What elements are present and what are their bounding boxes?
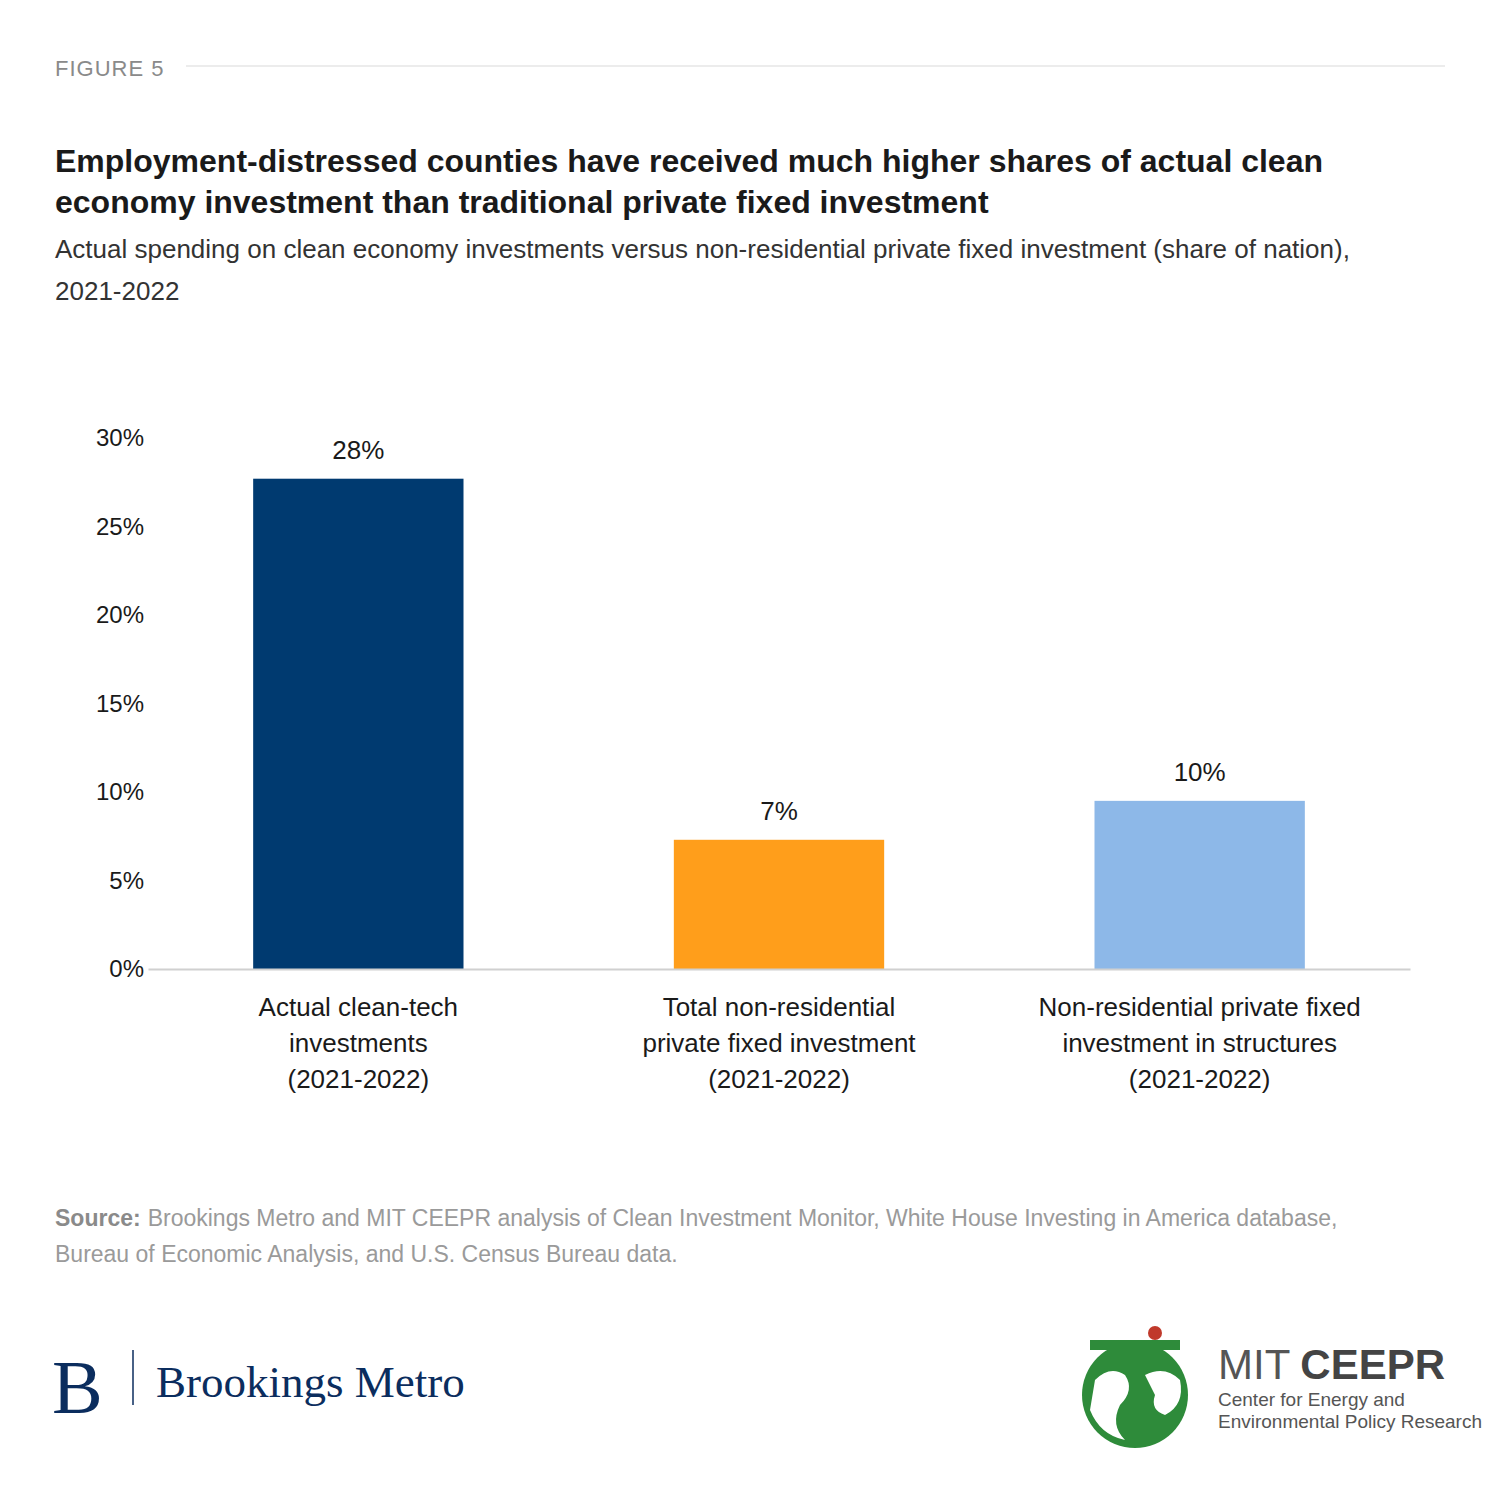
y-axis: 0% 5% 10% 15% 20% 25% 30% xyxy=(96,424,149,982)
x-tick-label-line: investments xyxy=(289,1028,428,1058)
x-tick-label-line: investment in structures xyxy=(1062,1028,1337,1058)
y-tick-label: 5% xyxy=(109,867,144,894)
x-tick-label-line: Actual clean-tech xyxy=(259,992,458,1022)
brand-right-tagline: Center for Energy and xyxy=(1218,1389,1405,1410)
x-tick: Actual clean-tech investments (2021-2022) xyxy=(259,969,458,1094)
brand-right-name: CEEPR xyxy=(1300,1341,1445,1388)
figure-label: FIGURE 5 xyxy=(55,56,164,81)
x-tick-label: Total non-residential private fixed inves… xyxy=(642,992,916,1094)
data-labels: 28% 7% 10% xyxy=(332,435,1225,826)
y-tick-label: 25% xyxy=(96,513,144,540)
x-tick-label-line: Total non-residential xyxy=(663,992,896,1022)
brand-right: MITCEEPR xyxy=(1218,1341,1445,1388)
data-label: 10% xyxy=(1174,757,1226,787)
x-tick: Total non-residential private fixed inves… xyxy=(642,969,916,1094)
data-label: 28% xyxy=(332,435,384,465)
y-tick-label: 20% xyxy=(96,601,144,628)
brand-left: Brookings Metro xyxy=(156,1357,465,1407)
brand-right-prefix: MIT xyxy=(1218,1341,1290,1388)
y-tick: 0% xyxy=(109,955,148,982)
icon-globe xyxy=(1082,1342,1188,1448)
bar xyxy=(674,840,884,969)
x-tick-label-line: (2021-2022) xyxy=(288,1064,430,1094)
bar xyxy=(1095,801,1305,969)
y-tick: 25% xyxy=(96,513,148,540)
y-tick: 30% xyxy=(96,424,148,451)
brand-initial: B xyxy=(52,1345,103,1429)
background xyxy=(0,0,1500,1501)
subtitle: Actual spending on clean economy investm… xyxy=(55,234,1350,306)
y-tick: 5% xyxy=(109,867,148,894)
bar xyxy=(253,479,463,969)
y-tick: 20% xyxy=(96,601,148,628)
source-label: Source: xyxy=(55,1205,141,1231)
icon-sun xyxy=(1148,1326,1162,1340)
chart-root: FIGURE 5 Employment-distressed counties h… xyxy=(0,0,1500,1501)
text-line: Brookings Metro and MIT CEEPR analysis o… xyxy=(148,1205,1338,1231)
x-tick-label: Actual clean-tech investments (2021-2022) xyxy=(259,992,458,1094)
x-tick-label: Non-residential private fixed investment … xyxy=(1039,992,1361,1094)
x-tick-label-line: (2021-2022) xyxy=(1129,1064,1271,1094)
text-line: Actual spending on clean economy investm… xyxy=(55,234,1350,264)
x-tick-label-line: Non-residential private fixed xyxy=(1039,992,1361,1022)
brand-divider xyxy=(132,1350,134,1405)
x-tick: Non-residential private fixed investment … xyxy=(1039,969,1361,1094)
source: Source: Brookings Metro and MIT CEEPR ana… xyxy=(55,1205,1337,1267)
x-tick-label-line: private fixed investment xyxy=(642,1028,916,1058)
y-tick-label: 30% xyxy=(96,424,144,451)
y-tick-label: 10% xyxy=(96,778,144,805)
y-tick-label: 15% xyxy=(96,690,144,717)
data-label: 7% xyxy=(760,796,798,826)
y-tick: 15% xyxy=(96,690,148,717)
y-axis-line xyxy=(148,439,149,970)
x-tick-label-line: (2021-2022) xyxy=(708,1064,850,1094)
figure-rule xyxy=(186,66,1445,67)
x-axis: Actual clean-techinvestments(2021-2022)T… xyxy=(149,969,1411,1094)
text-line: economy investment than traditional priv… xyxy=(55,184,989,220)
icon-land xyxy=(1090,1371,1181,1440)
y-tick: 10% xyxy=(96,778,148,805)
text-line: 2021-2022 xyxy=(55,276,179,306)
title: Employment-distressed counties have rece… xyxy=(55,143,1323,220)
text-line: Employment-distressed counties have rece… xyxy=(55,143,1323,179)
brand-icon xyxy=(1082,1326,1188,1448)
x-axis-line xyxy=(149,969,1411,971)
bars xyxy=(253,479,1305,969)
brand-right-tagline: Environmental Policy Research xyxy=(1218,1411,1482,1432)
y-tick-label: 0% xyxy=(109,955,144,982)
text-line: Bureau of Economic Analysis, and U.S. Ce… xyxy=(55,1241,678,1267)
icon-skyline xyxy=(1090,1340,1180,1350)
